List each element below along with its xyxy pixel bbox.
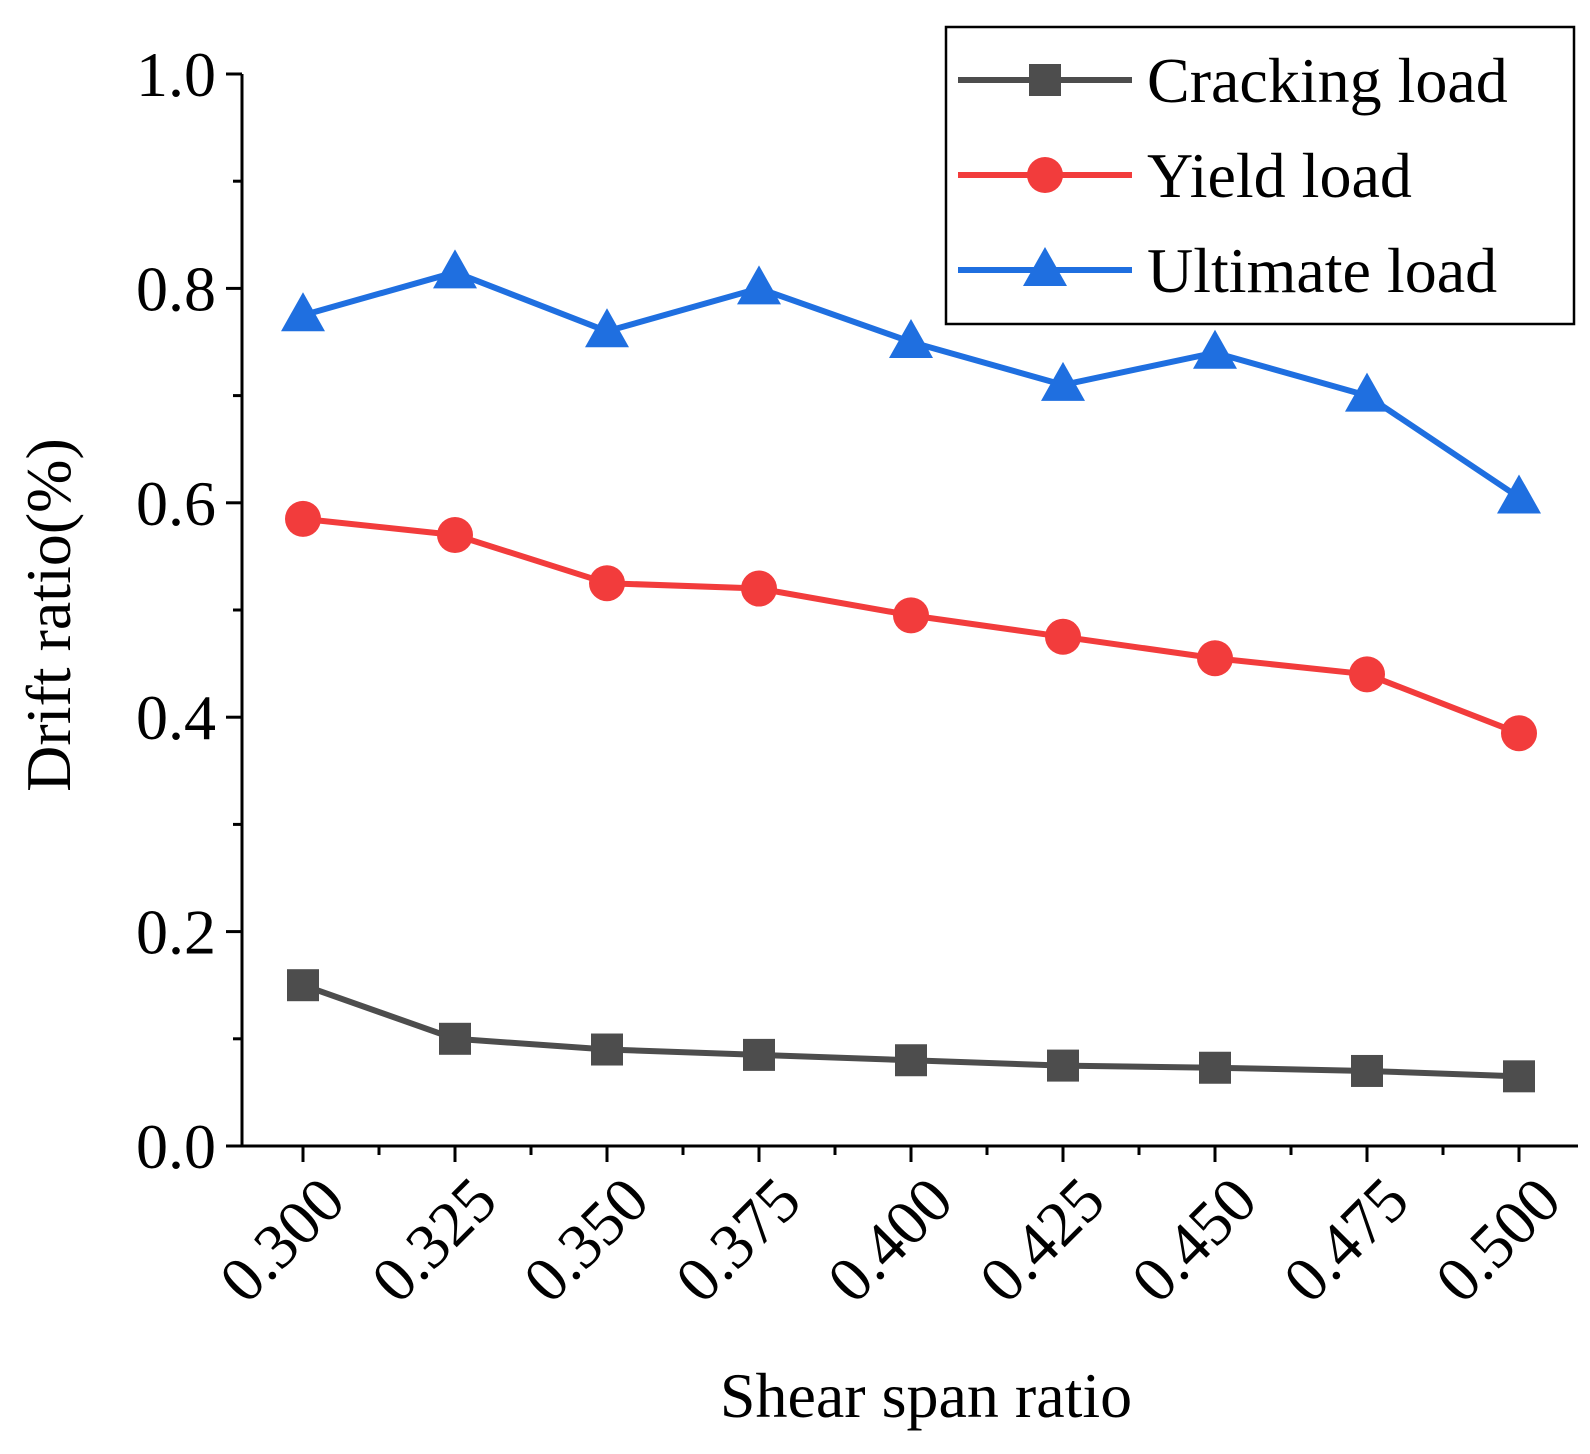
legend-item-yield-load: Yield load (958, 140, 1412, 211)
axis-ticks (226, 72, 1521, 1162)
data-point-yield-load (741, 570, 777, 607)
data-point-cracking-load (439, 1022, 471, 1055)
y-axis-title: Drift ratio(%) (13, 438, 84, 792)
data-point-yield-load (285, 500, 321, 537)
legend-label-ultimate-load: Ultimate load (1147, 235, 1497, 306)
data-point-ultimate-load (585, 308, 629, 348)
data-point-cracking-load (743, 1038, 775, 1071)
y-tick-label: 0.6 (136, 468, 216, 539)
legend-label-cracking-load: Cracking load (1147, 45, 1508, 116)
legend: Cracking load Yield load Ultimate load (944, 25, 1576, 326)
legend-marker-ultimate-load (1023, 247, 1067, 286)
x-tick-label: 0.300 (206, 1164, 358, 1316)
data-point-cracking-load (1503, 1060, 1535, 1093)
data-point-ultimate-load (433, 249, 477, 289)
data-point-ultimate-load (889, 319, 933, 358)
legend-item-cracking-load: Cracking load (958, 45, 1508, 116)
data-point-yield-load (1501, 715, 1537, 752)
x-tick-label: 0.450 (1118, 1164, 1270, 1316)
data-point-ultimate-load (281, 292, 325, 332)
y-tick-label: 1.0 (136, 39, 216, 110)
y-tick-label: 0.0 (136, 1111, 216, 1182)
x-tick-labels: 0.300 0.325 0.350 0.375 0.400 0.425 0.450 0.475… (206, 1164, 1574, 1316)
data-point-ultimate-load (1193, 329, 1237, 369)
data-point-yield-load (893, 597, 929, 634)
x-tick-label: 0.400 (814, 1164, 966, 1316)
x-tick-label: 0.475 (1270, 1164, 1422, 1316)
data-point-cracking-load (591, 1033, 623, 1066)
y-tick-labels: 0.0 0.2 0.4 0.6 0.8 1.0 (136, 39, 216, 1182)
data-point-cracking-load (287, 969, 319, 1002)
data-point-ultimate-load (1345, 372, 1389, 412)
data-point-cracking-load (1351, 1054, 1383, 1087)
data-point-ultimate-load (737, 265, 781, 305)
x-tick-label: 0.375 (662, 1164, 814, 1316)
legend-marker-yield-load (1027, 157, 1063, 193)
x-axis-title: Shear span ratio (720, 1360, 1132, 1431)
data-point-cracking-load (1199, 1051, 1231, 1084)
x-tick-label: 0.325 (358, 1164, 510, 1316)
x-tick-label: 0.350 (510, 1164, 662, 1316)
data-point-yield-load (1045, 618, 1081, 655)
y-tick-label: 0.2 (136, 897, 216, 968)
data-point-cracking-load (895, 1044, 927, 1077)
legend-item-ultimate-load: Ultimate load (958, 235, 1497, 306)
data-point-ultimate-load (1497, 474, 1541, 514)
series-cracking-load (287, 969, 1535, 1093)
x-tick-label: 0.425 (966, 1164, 1118, 1316)
data-point-yield-load (1349, 656, 1385, 693)
y-tick-label: 0.8 (136, 253, 216, 324)
data-point-ultimate-load (1041, 361, 1085, 401)
data-point-yield-load (589, 565, 625, 602)
data-point-cracking-load (1047, 1049, 1079, 1082)
legend-label-yield-load: Yield load (1147, 140, 1412, 211)
x-tick-label: 0.500 (1422, 1164, 1574, 1316)
chart-series (281, 249, 1541, 1093)
data-point-yield-load (437, 516, 473, 553)
legend-marker-cracking-load (1029, 64, 1061, 96)
series-ultimate-load (281, 249, 1541, 514)
data-point-yield-load (1197, 640, 1233, 677)
y-tick-label: 0.4 (136, 682, 216, 753)
series-yield-load (285, 500, 1537, 752)
